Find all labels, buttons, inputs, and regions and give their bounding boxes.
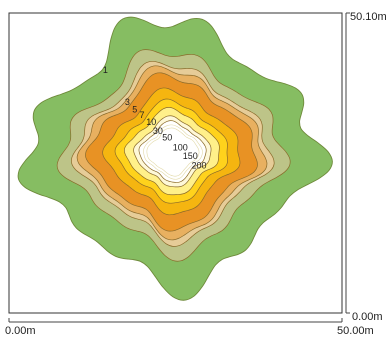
y-axis: 50.10m 0.00m — [345, 11, 387, 323]
contour-label-10: 10 — [146, 117, 156, 127]
contour-inner-ring — [146, 127, 200, 177]
y-axis-min-label: 0.00m — [352, 311, 383, 323]
x-axis: 0.00m 50.00m — [5, 318, 374, 337]
contour-inner-ring — [143, 124, 203, 180]
contour-label-3: 3 — [125, 97, 130, 107]
contour-label-100: 100 — [173, 143, 188, 153]
contour-label-1: 1 — [103, 65, 108, 75]
contour-label-150: 150 — [183, 151, 198, 161]
x-axis-min-label: 0.00m — [5, 325, 36, 337]
x-axis-max-label: 50.00m — [337, 325, 374, 337]
contour-label-7: 7 — [140, 110, 145, 120]
y-axis-max-label: 50.10m — [350, 11, 387, 23]
contour-label-5: 5 — [132, 104, 137, 114]
contour-label-30: 30 — [153, 126, 163, 136]
contour-label-50: 50 — [162, 133, 172, 143]
contour-label-200: 200 — [192, 161, 207, 171]
contour-layers — [17, 16, 333, 301]
